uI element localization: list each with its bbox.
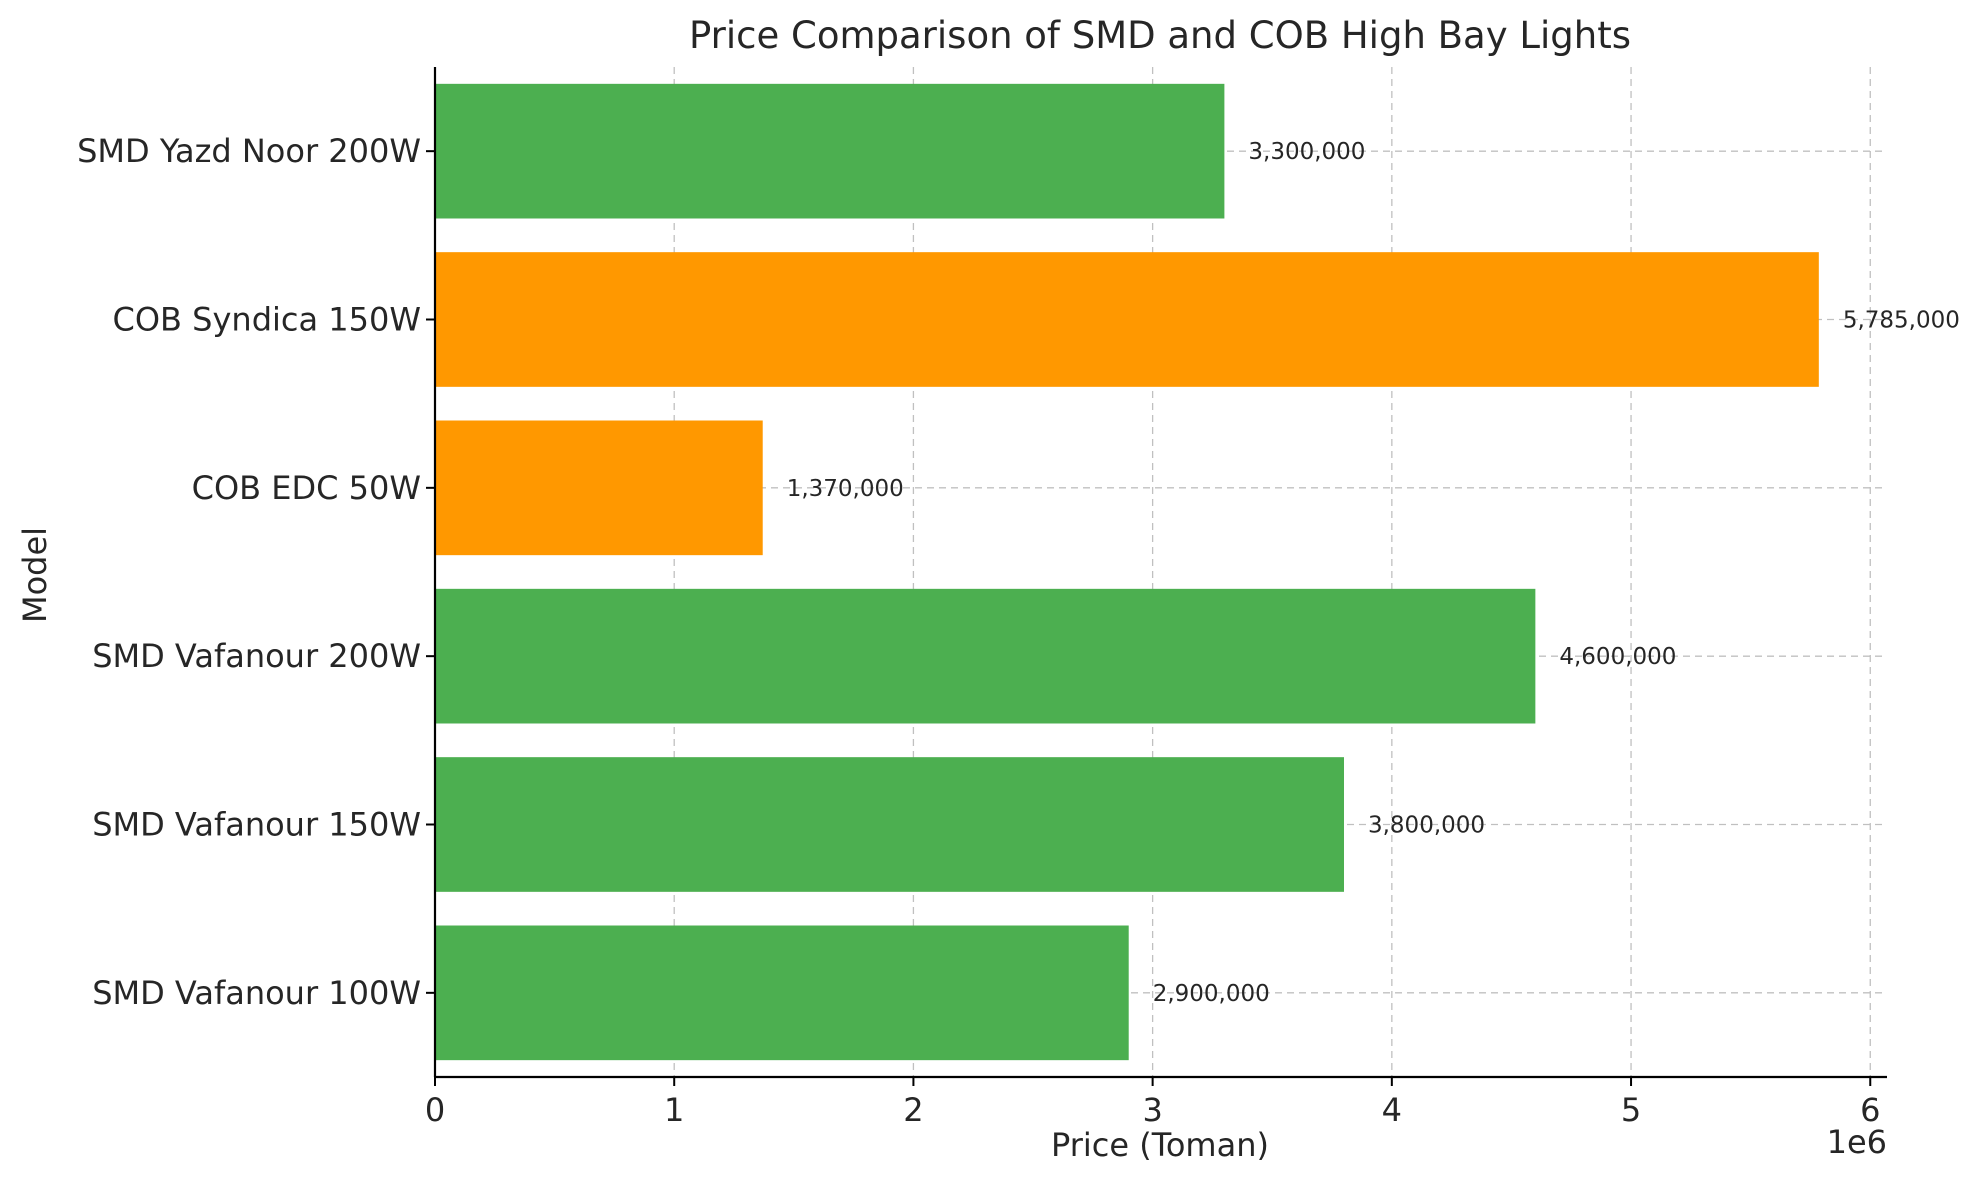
chart-title: Price Comparison of SMD and COB High Bay… bbox=[689, 14, 1631, 57]
y-tick-label: SMD Vafanour 150W bbox=[92, 806, 421, 844]
y-axis-label: Model bbox=[16, 527, 54, 623]
bar-layer bbox=[435, 83, 1819, 1061]
bar bbox=[435, 757, 1344, 892]
bar bbox=[435, 252, 1819, 387]
x-tick-label: 6 bbox=[1860, 1091, 1880, 1129]
bar-value-label: 1,370,000 bbox=[787, 476, 904, 502]
bar bbox=[435, 588, 1536, 724]
x-tick-label: 4 bbox=[1382, 1091, 1402, 1129]
bar bbox=[435, 925, 1129, 1061]
x-tick-label: 5 bbox=[1621, 1091, 1641, 1129]
x-axis-offset-label: 1e6 bbox=[1827, 1123, 1887, 1161]
bar-value-label: 3,300,000 bbox=[1248, 139, 1365, 165]
bar-value-label: 3,800,000 bbox=[1368, 813, 1485, 839]
bar-value-label: 5,785,000 bbox=[1843, 308, 1960, 334]
x-tick-label: 2 bbox=[903, 1091, 923, 1129]
y-tick-label: COB Syndica 150W bbox=[113, 301, 421, 339]
y-tick-label: SMD Vafanour 200W bbox=[92, 637, 421, 675]
x-tick-label: 3 bbox=[1142, 1091, 1162, 1129]
bar-value-label: 2,900,000 bbox=[1153, 981, 1270, 1007]
y-tick-label: COB EDC 50W bbox=[192, 469, 421, 507]
data-label-layer: 3,300,000 5,785,000 1,370,000 4,600,000 3,80… bbox=[787, 139, 1960, 1007]
bar-value-label: 4,600,000 bbox=[1559, 644, 1676, 670]
axis-layer: 0 1 2 3 4 5 6 SMD Yazd Noor 200W COB Syndica 150… bbox=[77, 67, 1887, 1129]
y-tick-label: SMD Yazd Noor 200W bbox=[77, 132, 421, 170]
x-axis-label: Price (Toman) bbox=[1051, 1126, 1269, 1164]
x-tick-label: 0 bbox=[425, 1091, 445, 1129]
bar bbox=[435, 420, 763, 556]
x-tick-label: 1 bbox=[664, 1091, 684, 1129]
bar bbox=[435, 83, 1225, 219]
y-tick-label: SMD Vafanour 100W bbox=[92, 974, 421, 1012]
